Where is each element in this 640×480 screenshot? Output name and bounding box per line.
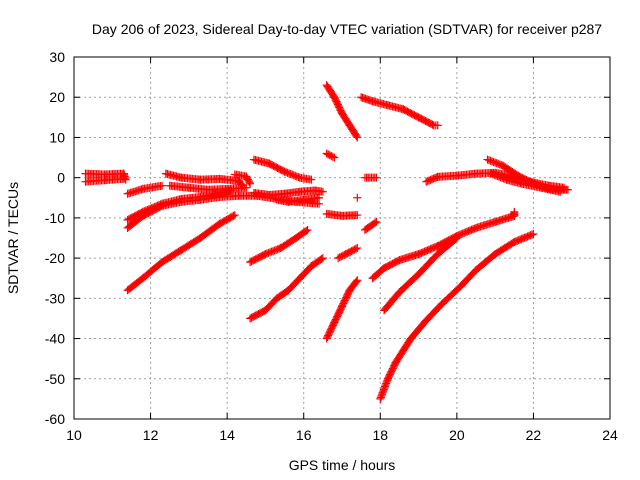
data-track <box>123 181 167 198</box>
data-point <box>563 185 572 194</box>
data-track <box>360 173 381 182</box>
y-tick-label: -30 <box>45 290 65 306</box>
data-point <box>372 217 381 226</box>
data-point <box>245 178 254 187</box>
data-track <box>353 193 362 202</box>
data-point <box>158 181 167 190</box>
data-track <box>246 225 312 267</box>
data-track <box>357 93 442 130</box>
data-point <box>318 187 327 196</box>
data-track <box>272 193 324 206</box>
data-point <box>318 254 327 263</box>
data-point <box>353 244 362 253</box>
data-point <box>529 229 538 238</box>
data-point <box>428 120 437 129</box>
data-point <box>330 153 339 162</box>
y-tick-label: -10 <box>45 210 65 226</box>
data-track <box>123 211 239 295</box>
data-track <box>123 191 324 232</box>
x-tick-label: 16 <box>296 427 312 443</box>
data-track <box>368 207 519 283</box>
y-tick-label: -20 <box>45 250 65 266</box>
data-track <box>249 155 316 184</box>
data-track <box>81 174 128 186</box>
chart-title: Day 206 of 2023, Sidereal Day-to-day VTE… <box>92 21 602 37</box>
x-tick-label: 14 <box>219 427 235 443</box>
data-point <box>433 121 442 130</box>
y-axis-label: SDTVAR / TECUs <box>5 182 21 294</box>
data-point <box>451 235 460 244</box>
data-track <box>334 244 362 263</box>
data-track <box>380 234 461 315</box>
data-point <box>352 132 361 141</box>
data-point <box>353 133 362 142</box>
data-point <box>328 152 337 161</box>
data-point <box>527 230 536 239</box>
data-point <box>242 183 251 192</box>
y-tick-label: -50 <box>45 371 65 387</box>
data-track <box>360 217 381 234</box>
data-point <box>121 175 130 184</box>
y-tick-label: -60 <box>45 411 65 427</box>
x-tick-label: 20 <box>449 427 465 443</box>
data-point <box>317 255 326 264</box>
y-tick-label: 30 <box>49 49 65 65</box>
data-point <box>351 244 360 253</box>
x-tick-label: 24 <box>602 427 618 443</box>
data-point <box>510 207 519 216</box>
x-tick-label: 12 <box>143 427 159 443</box>
data-point <box>353 193 362 202</box>
data-point <box>352 277 361 286</box>
data-track <box>230 170 255 188</box>
data-point <box>246 179 255 188</box>
data-point <box>303 225 312 234</box>
data-point <box>119 174 128 183</box>
x-tick-label: 22 <box>526 427 542 443</box>
data-track <box>376 229 538 403</box>
x-tick-label: 10 <box>66 427 82 443</box>
data-track <box>322 276 362 343</box>
data-track <box>161 169 247 190</box>
data-point <box>315 193 324 202</box>
data-track <box>249 186 327 199</box>
y-tick-label: 10 <box>49 129 65 145</box>
data-point <box>372 173 381 182</box>
data-point <box>452 234 461 242</box>
data-track <box>246 254 327 323</box>
data-track <box>487 169 565 196</box>
x-axis-label: GPS time / hours <box>289 457 396 473</box>
y-tick-label: 0 <box>57 170 65 186</box>
data-point <box>230 211 239 220</box>
data-track <box>322 149 339 162</box>
data-point <box>229 211 238 220</box>
data-point <box>353 211 362 220</box>
data-point <box>307 175 316 184</box>
data-tracks <box>81 81 572 403</box>
data-track <box>322 209 362 220</box>
axis-ticks: 10 12 14 16 18 20 22 24 -60 -50 -40 -30 -20 -10 0 10 20 3… <box>45 49 618 443</box>
plot-frame <box>73 56 611 420</box>
x-tick-label: 18 <box>372 427 388 443</box>
y-tick-label: -40 <box>45 331 65 347</box>
data-track <box>165 181 251 194</box>
data-point <box>556 187 565 196</box>
data-point <box>353 276 362 285</box>
data-point <box>302 226 311 235</box>
y-tick-label: 20 <box>49 89 65 105</box>
data-track <box>322 81 362 142</box>
data-point <box>371 218 380 227</box>
